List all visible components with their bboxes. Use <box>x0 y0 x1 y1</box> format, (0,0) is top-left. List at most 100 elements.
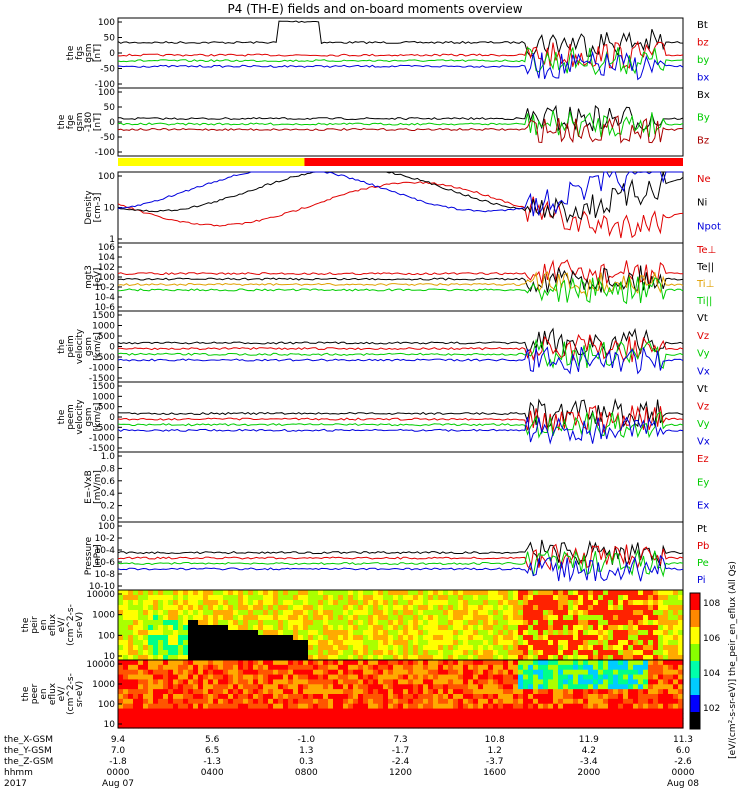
spectrogram-cell <box>338 664 344 671</box>
spectrogram-cell <box>438 674 444 681</box>
spectrogram-cell <box>553 669 559 676</box>
spectrogram-cell <box>638 689 644 695</box>
spectrogram-cell <box>323 664 329 671</box>
spectrogram-cell <box>398 698 404 705</box>
spectrogram-cell <box>673 600 679 606</box>
spectrogram-cell <box>428 689 434 695</box>
panel-frame <box>117 521 684 591</box>
spectrogram-cell <box>613 590 619 596</box>
spectrogram-cell <box>343 610 349 616</box>
spectrogram-cell <box>628 703 634 710</box>
spectrogram-cell <box>603 723 609 729</box>
panel-ylabel: mgt3 <box>84 265 94 289</box>
spectrogram-cell <box>668 694 674 700</box>
spectrogram-cell <box>353 625 359 631</box>
spectrogram-cell <box>253 625 259 631</box>
spectrogram-cell <box>483 605 489 611</box>
spectrogram-cell <box>203 605 209 611</box>
spectrogram-cell <box>608 664 614 671</box>
spectrogram-cell <box>633 595 639 601</box>
spectrogram-cell <box>468 713 474 719</box>
spectrogram-cell <box>598 650 604 656</box>
spectrogram-cell <box>518 655 524 661</box>
spectrogram-cell <box>218 590 224 596</box>
spectrogram-cell <box>503 600 509 606</box>
spectrogram-cell <box>148 664 154 671</box>
spectrogram-cell <box>608 625 614 631</box>
spectrogram-cell <box>618 698 624 705</box>
spectrogram-cell <box>573 679 579 685</box>
spectrogram-cell <box>293 698 299 705</box>
spectrogram-cell <box>568 600 574 606</box>
spectrogram-cell <box>343 669 349 676</box>
spectrogram-cell <box>668 615 674 621</box>
spectrogram-cell <box>518 635 524 641</box>
x-tick-label: 1.2 <box>488 746 502 756</box>
spectrogram-cell <box>358 703 364 710</box>
spectrogram-cell <box>468 698 474 705</box>
spectrogram-cell <box>453 660 459 666</box>
spectrogram-cell <box>453 590 459 596</box>
spectrogram-cell <box>643 679 649 685</box>
spectrogram-cell <box>258 703 264 710</box>
spectrogram-cell <box>128 590 134 596</box>
spectrogram-cell <box>338 655 344 661</box>
spectrogram-cell <box>438 689 444 695</box>
spectrogram-cell <box>623 630 629 636</box>
spectrogram-cell <box>253 708 259 715</box>
spectrogram-cell <box>383 640 389 646</box>
spectrogram-cell <box>658 684 664 690</box>
spectrogram-cell <box>253 615 259 621</box>
spectrogram-cell <box>348 718 354 724</box>
spectrogram-cell <box>153 669 159 676</box>
colorbar-segment <box>690 644 700 661</box>
spectrogram-cell <box>213 590 219 596</box>
spectrogram-cell <box>253 620 259 626</box>
spectrogram-cell <box>458 694 464 700</box>
legend-entry: Pi <box>697 575 706 586</box>
spectrogram-cell <box>503 620 509 626</box>
spectrogram-cell <box>258 620 264 626</box>
spectrogram-cell <box>563 635 569 641</box>
spectrogram-cell <box>418 694 424 700</box>
spectrogram-cell <box>653 630 659 636</box>
spectrogram-cell <box>208 605 214 611</box>
spectrogram-cell <box>418 669 424 676</box>
spectrogram-cell <box>653 595 659 601</box>
spectrogram-cell <box>523 635 529 641</box>
spectrogram-cell <box>213 600 219 606</box>
spectrogram-cell <box>263 610 269 616</box>
spectrogram-cell <box>498 684 504 690</box>
spectrogram-cell <box>493 610 499 616</box>
spectrogram-cell <box>628 590 634 596</box>
spectrogram-cell <box>588 669 594 676</box>
spectrogram-cell <box>558 595 564 601</box>
spectrogram-cell <box>173 605 179 611</box>
spectrogram-cell <box>553 689 559 695</box>
spectrogram-cell <box>363 664 369 671</box>
spectrogram-cell <box>333 723 339 729</box>
y-tick-label: 0 <box>109 413 115 423</box>
spectrogram-cell <box>153 684 159 690</box>
spectrogram-cell <box>138 703 144 710</box>
spectrogram-cell <box>238 703 244 710</box>
spectrogram-cell <box>423 635 429 641</box>
spectrogram-cell <box>413 640 419 646</box>
spectrogram-cell <box>473 590 479 596</box>
spectrogram-cell <box>148 600 154 606</box>
spectrogram-cell <box>298 625 304 631</box>
spectrogram-cell <box>203 590 209 596</box>
spectrogram-cell <box>148 655 154 661</box>
spectrogram-cell <box>353 669 359 676</box>
spectrogram-cell <box>143 694 149 700</box>
series-trace <box>117 46 684 76</box>
spectrogram-cell <box>438 620 444 626</box>
series-trace <box>117 338 684 369</box>
spectrogram-cell <box>403 664 409 671</box>
spectrogram-cell <box>193 590 199 596</box>
spectrogram-cell <box>598 669 604 676</box>
spectrogram-cell <box>258 610 264 616</box>
spectrogram-cell <box>548 689 554 695</box>
spectrogram-cell <box>633 664 639 671</box>
spectrogram-cell <box>478 660 484 666</box>
